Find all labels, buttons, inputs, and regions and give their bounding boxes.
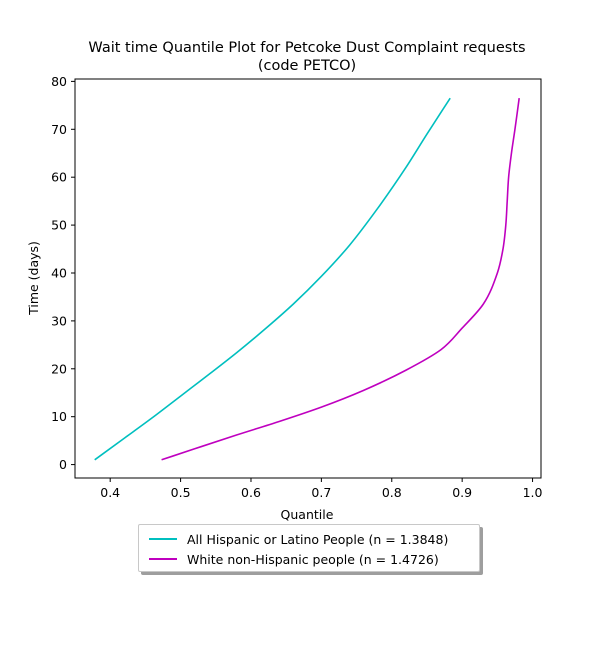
x-tick-label: 0.5: [171, 485, 191, 500]
x-tick-label: 0.8: [382, 485, 402, 500]
legend-item-white: White non-Hispanic people (n = 1.4726): [149, 550, 439, 568]
plot-area: 0.4 0.5 0.6 0.7 0.8 0.9 1.0 0 10 20 30 40 50 60 70 80: [51, 74, 542, 500]
y-tick-label: 20: [51, 361, 67, 376]
y-tick-label: 80: [51, 74, 67, 89]
y-tick-label: 0: [59, 457, 67, 472]
chart-subtitle: (code PETCO): [258, 58, 356, 74]
legend-label-hispanic: All Hispanic or Latino People (n = 1.384…: [187, 531, 449, 547]
x-tick-label: 0.9: [452, 485, 472, 500]
legend-item-hispanic: All Hispanic or Latino People (n = 1.384…: [149, 530, 448, 548]
legend-label-white: White non-Hispanic people (n = 1.4726): [187, 551, 439, 567]
axes-frame: [74, 78, 542, 479]
y-tick-label: 70: [51, 122, 67, 137]
y-axis-label: Time (days): [26, 241, 41, 316]
y-tick-label: 50: [51, 218, 67, 233]
legend-swatch-hispanic: [149, 538, 177, 540]
x-tick-label: 1.0: [523, 485, 543, 500]
legend: All Hispanic or Latino People (n = 1.384…: [138, 524, 480, 572]
series-line-0: [94, 97, 451, 461]
x-tick-label: 0.6: [241, 485, 261, 500]
y-tick-label: 30: [51, 313, 67, 328]
legend-swatch-white: [149, 558, 177, 560]
x-tick-label: 0.7: [311, 485, 331, 500]
y-tick-label: 60: [51, 170, 67, 185]
series-line-1: [161, 98, 520, 461]
y-tick-label: 10: [51, 409, 67, 424]
y-tick-label: 40: [51, 265, 67, 280]
x-tick-label: 0.4: [100, 485, 120, 500]
chart-title: Wait time Quantile Plot for Petcoke Dust…: [88, 40, 525, 56]
x-axis-label: Quantile: [281, 507, 334, 522]
